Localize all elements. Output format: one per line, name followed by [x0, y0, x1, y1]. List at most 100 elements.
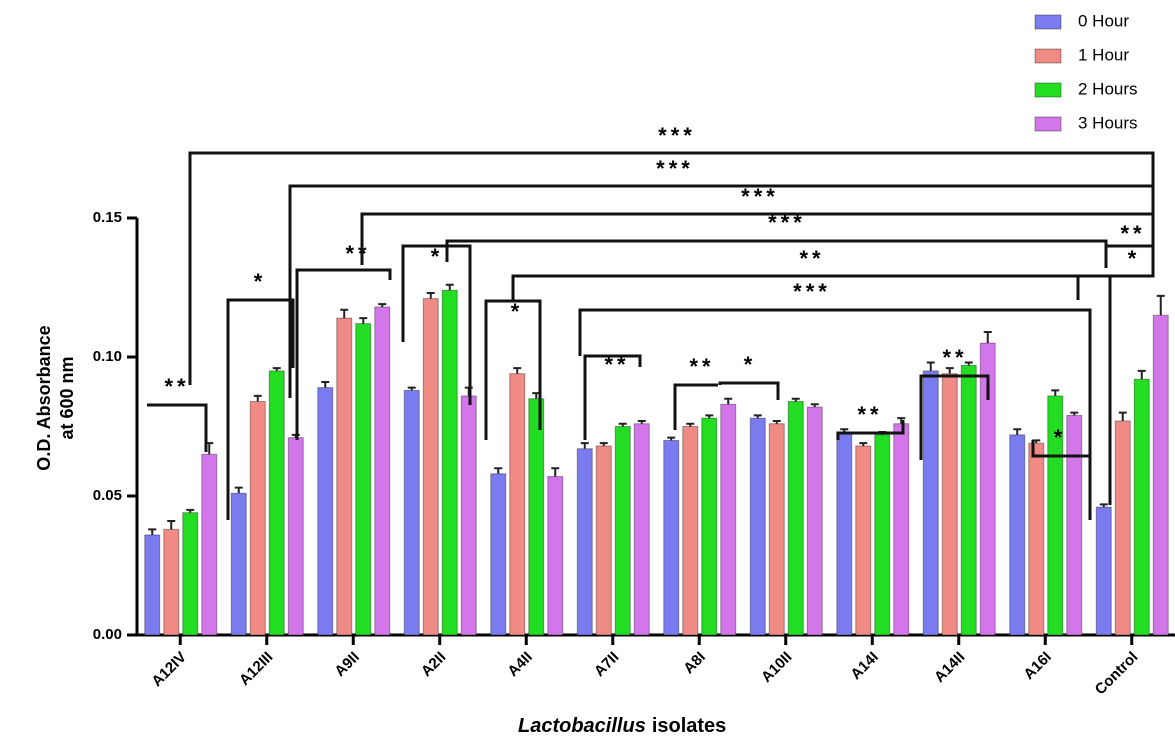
error-bar	[359, 318, 367, 324]
significance-label: **	[1120, 221, 1145, 246]
x-axis-label-italic: Lactobacillus	[518, 715, 646, 737]
bar	[356, 324, 371, 635]
y-tick-label: 0.10	[93, 348, 122, 365]
error-bar	[494, 468, 502, 474]
bar	[442, 290, 457, 635]
bar	[856, 446, 871, 635]
significance-label: ***	[741, 184, 779, 209]
bar	[837, 432, 852, 635]
bar	[923, 371, 938, 635]
bar	[164, 529, 179, 635]
x-tick-label: A14II	[931, 649, 968, 686]
chart: O.D. Absorbance at 600 nm Lactobacillusi…	[0, 0, 1175, 738]
legend-swatch	[1035, 49, 1061, 63]
error-bar	[1051, 390, 1059, 396]
bar	[577, 449, 592, 635]
significance-label: **	[942, 345, 967, 370]
error-bar	[167, 521, 175, 529]
bar	[634, 424, 649, 635]
y-tick-label: 0.15	[93, 209, 122, 226]
x-axis-label: Lactobacillusisolates	[518, 715, 726, 737]
significance-bracket	[447, 241, 1106, 268]
bar	[337, 318, 352, 635]
bar	[404, 390, 419, 635]
y-axis-label: O.D. Absorbance	[34, 325, 54, 470]
significance-label: **	[799, 246, 824, 271]
significance-label: *	[744, 352, 757, 377]
bar	[807, 407, 822, 635]
significance-bracket	[720, 383, 778, 400]
significance-label: ***	[656, 156, 694, 181]
bar	[788, 401, 803, 635]
y-axis-label: at 600 nm	[57, 356, 77, 439]
error-bar	[551, 468, 559, 476]
bar	[491, 474, 506, 635]
x-tick-label: A2II	[418, 649, 449, 680]
significance-label: **	[689, 354, 714, 379]
bar	[702, 418, 717, 635]
x-tick-label: Control	[1092, 649, 1142, 699]
significance-bracket	[1078, 260, 1153, 300]
error-bar	[321, 382, 329, 388]
bar	[288, 438, 303, 635]
error-bar	[1119, 413, 1127, 421]
bar	[510, 374, 525, 635]
x-tick-label: A4II	[504, 649, 535, 680]
bar	[875, 435, 890, 635]
significance-label: *	[431, 244, 444, 269]
bar	[461, 396, 476, 635]
bar	[145, 535, 160, 635]
error-bar	[254, 396, 262, 402]
x-tick-label: A9II	[331, 649, 362, 680]
y-tick-label: 0.05	[93, 487, 122, 504]
error-bar	[235, 488, 243, 494]
error-bar	[427, 293, 435, 299]
error-bar	[446, 285, 454, 291]
bar	[250, 401, 265, 635]
significance-label: **	[345, 241, 370, 266]
bar	[1134, 379, 1149, 635]
bar	[750, 418, 765, 635]
significance-label: **	[164, 374, 189, 399]
significance-label: ***	[658, 123, 696, 148]
significance-label: *	[1128, 246, 1141, 271]
error-bar	[581, 443, 589, 449]
bar	[548, 477, 563, 635]
x-tick-label: A16I	[1020, 649, 1054, 683]
bar	[1010, 435, 1025, 635]
error-bar	[984, 332, 992, 343]
error-bar	[1157, 296, 1165, 315]
significance-label: *	[1054, 425, 1067, 450]
legend-label: 2 Hours	[1078, 79, 1138, 98]
significance-bracket	[147, 405, 206, 452]
legend-label: 0 Hour	[1078, 11, 1129, 30]
bar	[183, 513, 198, 635]
significance-label: *	[511, 299, 524, 324]
legend-swatch	[1035, 15, 1061, 29]
significance-label: *	[254, 269, 267, 294]
bar	[1067, 415, 1082, 635]
bar	[615, 427, 630, 636]
error-bar	[927, 363, 935, 371]
x-tick-label: A8I	[680, 649, 709, 678]
bar	[942, 374, 957, 635]
x-tick-label: A7II	[591, 649, 622, 680]
y-tick-label: 0.00	[93, 626, 122, 643]
bar	[596, 446, 611, 635]
x-tick-label: A10II	[758, 649, 795, 686]
bar	[664, 440, 679, 635]
bar	[318, 388, 333, 635]
bar	[894, 424, 909, 635]
legend-label: 1 Hour	[1078, 45, 1129, 64]
x-tick-label: A12III	[236, 649, 276, 689]
error-bar	[340, 310, 348, 318]
bar	[1153, 315, 1168, 635]
bar	[529, 399, 544, 635]
error-bar	[148, 529, 156, 535]
bar	[269, 371, 284, 635]
bar	[769, 424, 784, 635]
bar	[375, 307, 390, 635]
bar	[1029, 443, 1044, 635]
bar	[1115, 421, 1130, 635]
significance-label: **	[857, 402, 882, 427]
